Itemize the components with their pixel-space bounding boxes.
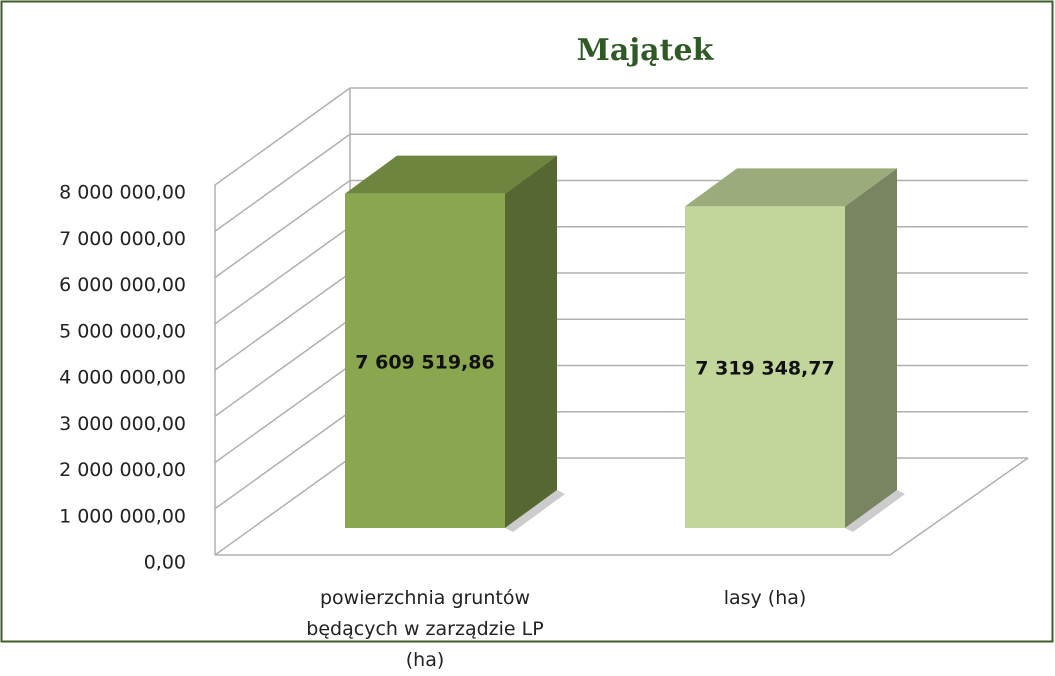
bar [685,206,845,528]
grid-line [214,179,351,279]
bar [345,193,505,528]
y-tick-label: 1 000 000,00 [59,505,186,527]
bar-top [685,168,897,207]
grid-line [214,411,351,510]
y-tick-label: 7 000 000,00 [59,228,186,250]
chart: Majątek 0,00 1 000 000,00 2 000 000,00 3 00… [0,0,1054,643]
chart-title: Majątek [577,33,715,68]
x-tick-label: lasy (ha) [723,587,807,609]
x-tick-label: powierzchnia gruntów będących w zarządzi… [306,587,544,671]
grid-line [214,87,351,186]
y-tick-label: 8 000 000,00 [59,182,186,204]
grid-line [214,318,351,417]
y-tick-label: 6 000 000,00 [59,274,186,296]
bar-top [345,155,557,194]
y-tick-label: 3 000 000,00 [59,413,186,435]
grid-line [214,226,351,325]
grid-line [214,457,351,556]
bar-side [505,155,557,528]
grid-line [214,364,351,464]
y-tick-label: 4 000 000,00 [59,367,186,389]
bar-shadow [505,490,565,532]
bar-shadow [845,490,905,532]
y-tick-label: 5 000 000,00 [59,320,186,342]
y-tick-label: 0,00 [144,552,186,574]
data-label: 7 319 348,77 [695,358,834,380]
grid-line [214,133,351,232]
y-tick-label: 2 000 000,00 [59,459,186,481]
bar-side [845,168,897,528]
floor-edge [215,457,1029,556]
data-label: 7 609 519,86 [355,351,494,373]
grid-line [214,272,351,371]
